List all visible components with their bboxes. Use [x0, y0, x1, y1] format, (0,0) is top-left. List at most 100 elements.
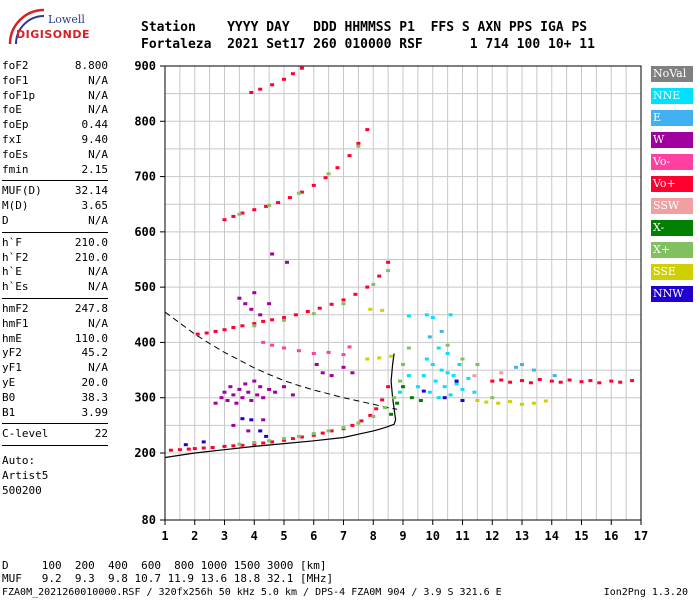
param-value: 9.40: [81, 133, 109, 146]
param-separator: [2, 298, 108, 299]
echo-point-vo: [282, 77, 286, 81]
param-label: h`F: [2, 235, 22, 249]
echo-point-nne: [398, 390, 402, 394]
echo-point-w: [246, 429, 251, 433]
y-tick-label: 300: [134, 391, 156, 405]
echo-point-nne: [427, 390, 432, 394]
echo-point-vo: [341, 298, 346, 302]
param-label: h`Es: [2, 280, 29, 294]
x-tick-label: 16: [604, 529, 618, 543]
echo-point-w: [314, 363, 319, 366]
echo-point-x: [386, 269, 391, 273]
param-value: N/A: [88, 103, 108, 117]
auto-scaling-line2: Artist5: [2, 469, 49, 483]
echo-point-e: [427, 335, 432, 339]
echo-point-x: [490, 396, 495, 400]
auto-scaling-line1: Auto:: [2, 454, 36, 468]
echo-point-vo: [508, 380, 513, 384]
echo-point-w: [320, 371, 325, 375]
legend-item-vo: Vo-: [651, 154, 693, 170]
legend-item-x: X+: [651, 242, 693, 258]
echo-point-vo: [299, 435, 304, 439]
echo-point-vo: [365, 285, 370, 289]
echo-point-vo: [341, 353, 346, 357]
echo-point-vo: [499, 378, 504, 382]
echo-point-w: [243, 382, 248, 386]
echo-point-vo: [290, 72, 295, 76]
echo-point-nne: [433, 379, 438, 383]
echo-point-vo: [350, 423, 355, 427]
echo-point-vo: [210, 446, 215, 449]
echo-point-vo: [558, 380, 563, 384]
logo-name: DIGISONDE: [16, 28, 90, 41]
echo-point-sse: [475, 399, 480, 402]
param-label: hmF1: [2, 316, 29, 330]
echo-point-sse: [496, 401, 501, 405]
echo-point-x: [252, 324, 257, 328]
echo-point-vo: [249, 91, 254, 94]
echo-point-vo: [296, 349, 301, 353]
echo-point-vo: [386, 385, 391, 389]
echo-point-x: [252, 441, 257, 444]
param-label: C-level: [2, 427, 49, 441]
echo-point-nne: [448, 393, 453, 397]
echo-point-vo: [270, 343, 275, 347]
echo-point-w: [290, 393, 295, 397]
echo-point-x: [237, 212, 242, 216]
x-tick-label: 8: [370, 529, 377, 543]
param-row-fof1p: foF1p N/A: [2, 89, 108, 103]
param-value: N/A: [88, 361, 108, 375]
echo-point-x: [371, 282, 376, 286]
echo-point-x: [406, 346, 411, 350]
param-value: 210.0: [74, 235, 108, 249]
echo-point-vo: [252, 322, 257, 326]
legend-item-w: W: [651, 132, 693, 148]
param-row-he: h`E N/A: [2, 265, 108, 279]
echo-point-nne: [406, 374, 411, 378]
echo-point-w: [222, 390, 227, 394]
echo-point-vo: [282, 346, 286, 350]
echo-point-x: [326, 172, 331, 176]
echo-point-w: [237, 387, 242, 391]
echo-point-w: [341, 365, 346, 369]
echo-point-x: [401, 363, 405, 366]
param-value: N/A: [88, 73, 108, 87]
echo-point-w: [258, 313, 263, 317]
echo-point-vo: [282, 438, 286, 442]
echo-point-w: [252, 291, 257, 295]
param-value: 0.44: [81, 118, 109, 132]
echo-point-vo: [380, 398, 385, 402]
echo-point-x: [237, 442, 242, 446]
echo-point-w: [219, 396, 224, 400]
legend-item-nnw: NNW: [651, 286, 693, 302]
echo-point-vo: [618, 380, 623, 384]
echo-point-x: [401, 385, 405, 389]
echo-point-nne: [454, 382, 459, 386]
legend-item-vo: Vo+: [651, 176, 693, 192]
echo-point-vo: [374, 407, 379, 411]
echo-point-sse: [484, 400, 489, 404]
x-tick-label: 12: [485, 529, 499, 543]
echo-point-vo: [270, 318, 275, 322]
param-label: foF1p: [2, 88, 36, 102]
echo-point-x: [282, 318, 286, 322]
x-tick-label: 5: [280, 529, 287, 543]
auto-scaling-line3: 500200: [2, 484, 42, 498]
param-value: 2.15: [81, 162, 109, 176]
echo-point-x: [392, 396, 397, 400]
echo-point-sse: [380, 308, 385, 312]
echo-point-nne: [415, 385, 420, 389]
echo-point-nnw: [454, 379, 459, 383]
echo-point-nne: [442, 385, 447, 389]
param-label: h`F2: [2, 250, 29, 264]
echo-point-x: [409, 396, 414, 400]
echo-point-w: [258, 385, 263, 389]
logo-brand: Lowell: [48, 13, 85, 26]
echo-point-w: [270, 252, 275, 256]
footer-file-info: FZA0M_2021260010000.RSF / 320fx256h 50 k…: [2, 587, 502, 598]
echo-point-w: [246, 390, 251, 394]
param-separator: [2, 180, 108, 182]
x-tick-label: 15: [574, 529, 588, 543]
echo-point-vo: [287, 196, 292, 200]
echo-point-vo: [252, 208, 257, 212]
